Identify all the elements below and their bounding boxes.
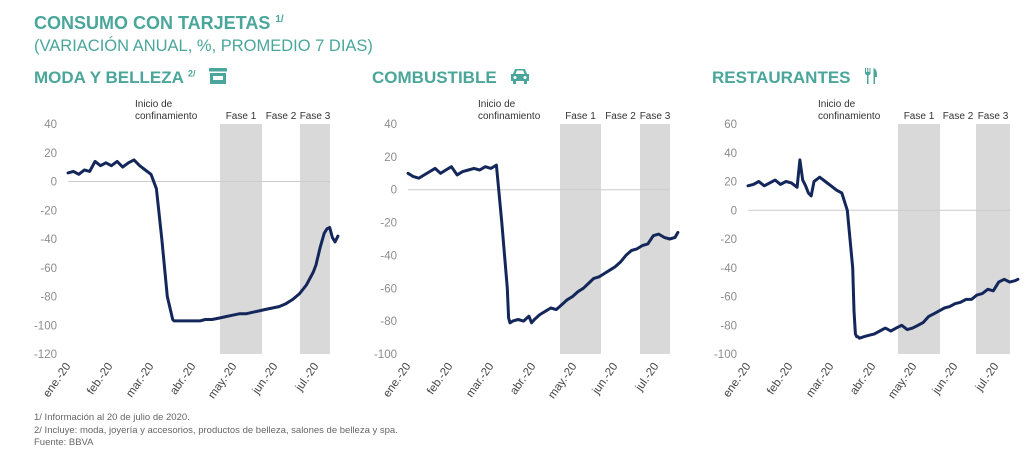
y-tick-label: 0 (51, 177, 57, 189)
annotation-text: confinamiento (478, 111, 541, 122)
y-tick-label: -80 (40, 292, 57, 304)
x-tick-label: may.-20 (206, 361, 239, 401)
x-tick-label: feb.-20 (425, 361, 455, 397)
phase-label: Fase 3 (640, 111, 671, 122)
panel-title-moda: MODA Y BELLEZA 2/ (34, 67, 228, 90)
footnote-2: 2/ Incluye: moda, joyería y accesorios, … (34, 424, 398, 436)
y-tick-label: 20 (44, 148, 57, 160)
panel-title-combustible: COMBUSTIBLE (372, 67, 531, 90)
y-tick-label: -80 (720, 320, 737, 332)
phase-label: Fase 1 (565, 111, 596, 122)
y-tick-label: -80 (380, 316, 397, 328)
x-tick-label: ene.-20 (41, 361, 73, 400)
phase-shade (560, 124, 601, 354)
y-tick-label: -40 (40, 234, 57, 246)
x-tick-label: feb.-20 (765, 361, 795, 397)
phase-label: Fase 2 (943, 111, 974, 122)
y-tick-label: -60 (40, 263, 57, 275)
x-tick-label: may.-20 (546, 361, 579, 401)
y-tick-label: 40 (384, 119, 397, 131)
y-tick-label: -100 (34, 320, 57, 332)
phase-label: Fase 1 (904, 111, 935, 122)
car-icon (509, 67, 531, 90)
x-tick-label: jun.-20 (250, 361, 281, 398)
phase-label: Fase 3 (300, 111, 331, 122)
y-tick-label: -100 (374, 349, 397, 361)
page-subtitle: (VARIACIÓN ANUAL, %, PROMEDIO 7 DIAS) (34, 37, 373, 55)
x-tick-label: feb.-20 (85, 361, 115, 397)
y-tick-label: 0 (731, 205, 737, 217)
footnote-source: Fuente: BBVA (34, 437, 94, 448)
y-tick-label: -20 (720, 234, 737, 246)
panel-title-note: 2/ (187, 68, 196, 79)
page-title-text: CONSUMO CON TARJETAS (34, 13, 271, 33)
annotation-text: Inicio de (478, 99, 516, 110)
y-tick-label: -60 (720, 292, 737, 304)
y-tick-label: 20 (384, 152, 397, 164)
y-tick-label: -40 (720, 263, 737, 275)
x-tick-label: jul.-20 (293, 361, 321, 394)
x-tick-label: jul.-20 (973, 361, 1001, 394)
phase-label: Fase 2 (605, 111, 636, 122)
phase-shade (976, 124, 1010, 354)
y-tick-label: -20 (40, 205, 57, 217)
x-tick-label: jun.-20 (930, 361, 961, 398)
chart-moda-y-belleza: Fase 1 Fase 2 Fase 3 40 20 0 -20 -40 -60 -80 -100 -… (34, 99, 340, 401)
y-tick-label: -120 (34, 349, 57, 361)
page-title-note: 1/ (275, 14, 284, 25)
x-tick-label: abr.-20 (848, 361, 878, 397)
phase-shade (220, 124, 262, 354)
footnote-1: 1/ Información al 20 de julio de 2020. (34, 412, 190, 423)
y-tick-label: -60 (380, 283, 397, 295)
x-tick-label: jun.-20 (590, 361, 621, 398)
series-line (406, 163, 680, 325)
phase-label: Fase 3 (978, 111, 1009, 122)
phase-label: Fase 2 (266, 111, 297, 122)
series-line (746, 158, 1020, 340)
page-title: CONSUMO CON TARJETAS 1/ (34, 13, 284, 34)
chart-restaurantes: Fase 1 Fase 2 Fase 3 60 40 20 0 -20 -40 -60 -80 -10… (714, 99, 1020, 401)
y-tick-label: 0 (391, 185, 397, 197)
phase-label: Fase 1 (226, 111, 257, 122)
x-tick-label: abr.-20 (168, 361, 198, 397)
phase-shade (898, 124, 940, 354)
chart-combustible: Fase 1 Fase 2 Fase 3 40 20 0 -20 -40 -60 -80 -100e… (374, 99, 680, 401)
footnotes: 1/ Información al 20 de julio de 2020. 2… (34, 412, 398, 450)
y-tick-label: 20 (724, 177, 737, 189)
annotation-text: confinamiento (135, 111, 198, 122)
y-tick-label: -40 (380, 250, 397, 262)
y-tick-label: -100 (714, 349, 737, 361)
panel-title-text: COMBUSTIBLE (372, 68, 497, 87)
y-tick-label: 40 (44, 119, 57, 131)
fork-knife-icon (863, 67, 879, 90)
panel-title-text: MODA Y BELLEZA (34, 68, 184, 87)
x-tick-label: mar.-20 (464, 361, 496, 400)
x-tick-label: mar.-20 (804, 361, 836, 400)
panel-title-text: RESTAURANTES (712, 68, 851, 87)
annotation-text: confinamiento (818, 111, 881, 122)
store-icon (208, 67, 228, 90)
x-tick-label: may.-20 (886, 361, 919, 401)
series-line (66, 158, 340, 323)
y-tick-label: 60 (724, 119, 737, 131)
panel-title-restaurantes: RESTAURANTES (712, 67, 879, 90)
x-tick-label: mar.-20 (124, 361, 156, 400)
x-tick-label: ene.-20 (381, 361, 413, 400)
x-tick-label: abr.-20 (508, 361, 538, 397)
x-tick-label: jul.-20 (633, 361, 661, 394)
y-tick-label: -20 (380, 218, 397, 230)
x-tick-label: ene.-20 (721, 361, 753, 400)
annotation-text: Inicio de (135, 99, 173, 110)
y-tick-label: 40 (724, 148, 737, 160)
phase-shade (300, 124, 330, 354)
annotation-text: Inicio de (818, 99, 856, 110)
